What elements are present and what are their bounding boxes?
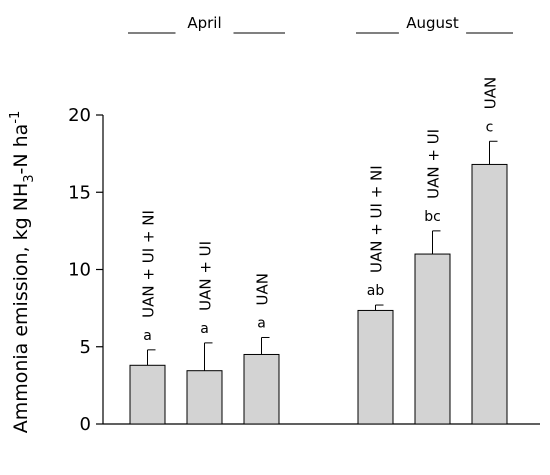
- y-tick-label: 10: [68, 260, 91, 281]
- labels: April a UAN + UI + NI a UAN + UI a UAN August ab…: [128, 14, 513, 344]
- axes: 0 5 10 15 20: [68, 105, 540, 435]
- significance-label: bc: [424, 209, 441, 225]
- y-tick-label: 15: [68, 182, 91, 203]
- y-tick-label: 20: [68, 105, 91, 126]
- y-axis-label: Ammonia emission, kg NH3-N ha-1: [8, 111, 37, 434]
- treatment-label: UAN: [254, 273, 272, 305]
- bar-august-1: [357, 309, 394, 425]
- significance-label: c: [486, 119, 494, 135]
- bar-april-1: [129, 364, 166, 425]
- bars: [129, 140, 508, 425]
- period-label-august: August: [406, 14, 459, 32]
- bar-august-3: [471, 163, 508, 425]
- treatment-label: UAN + UI + NI: [368, 165, 386, 273]
- y-tick-label: 5: [80, 337, 91, 358]
- significance-label: ab: [367, 283, 385, 299]
- treatment-label: UAN: [482, 77, 500, 109]
- bar-april-2: [186, 370, 223, 425]
- y-tick-label: 0: [80, 414, 91, 435]
- treatment-label: UAN + UI: [425, 129, 443, 199]
- bar-april-3: [243, 353, 280, 425]
- significance-label: a: [200, 321, 209, 337]
- significance-label: a: [257, 315, 266, 331]
- significance-label: a: [143, 328, 152, 344]
- bar-august-2: [414, 253, 451, 425]
- treatment-label: UAN + UI: [197, 241, 215, 311]
- treatment-label: UAN + UI + NI: [140, 210, 158, 318]
- period-label-april: April: [187, 14, 221, 32]
